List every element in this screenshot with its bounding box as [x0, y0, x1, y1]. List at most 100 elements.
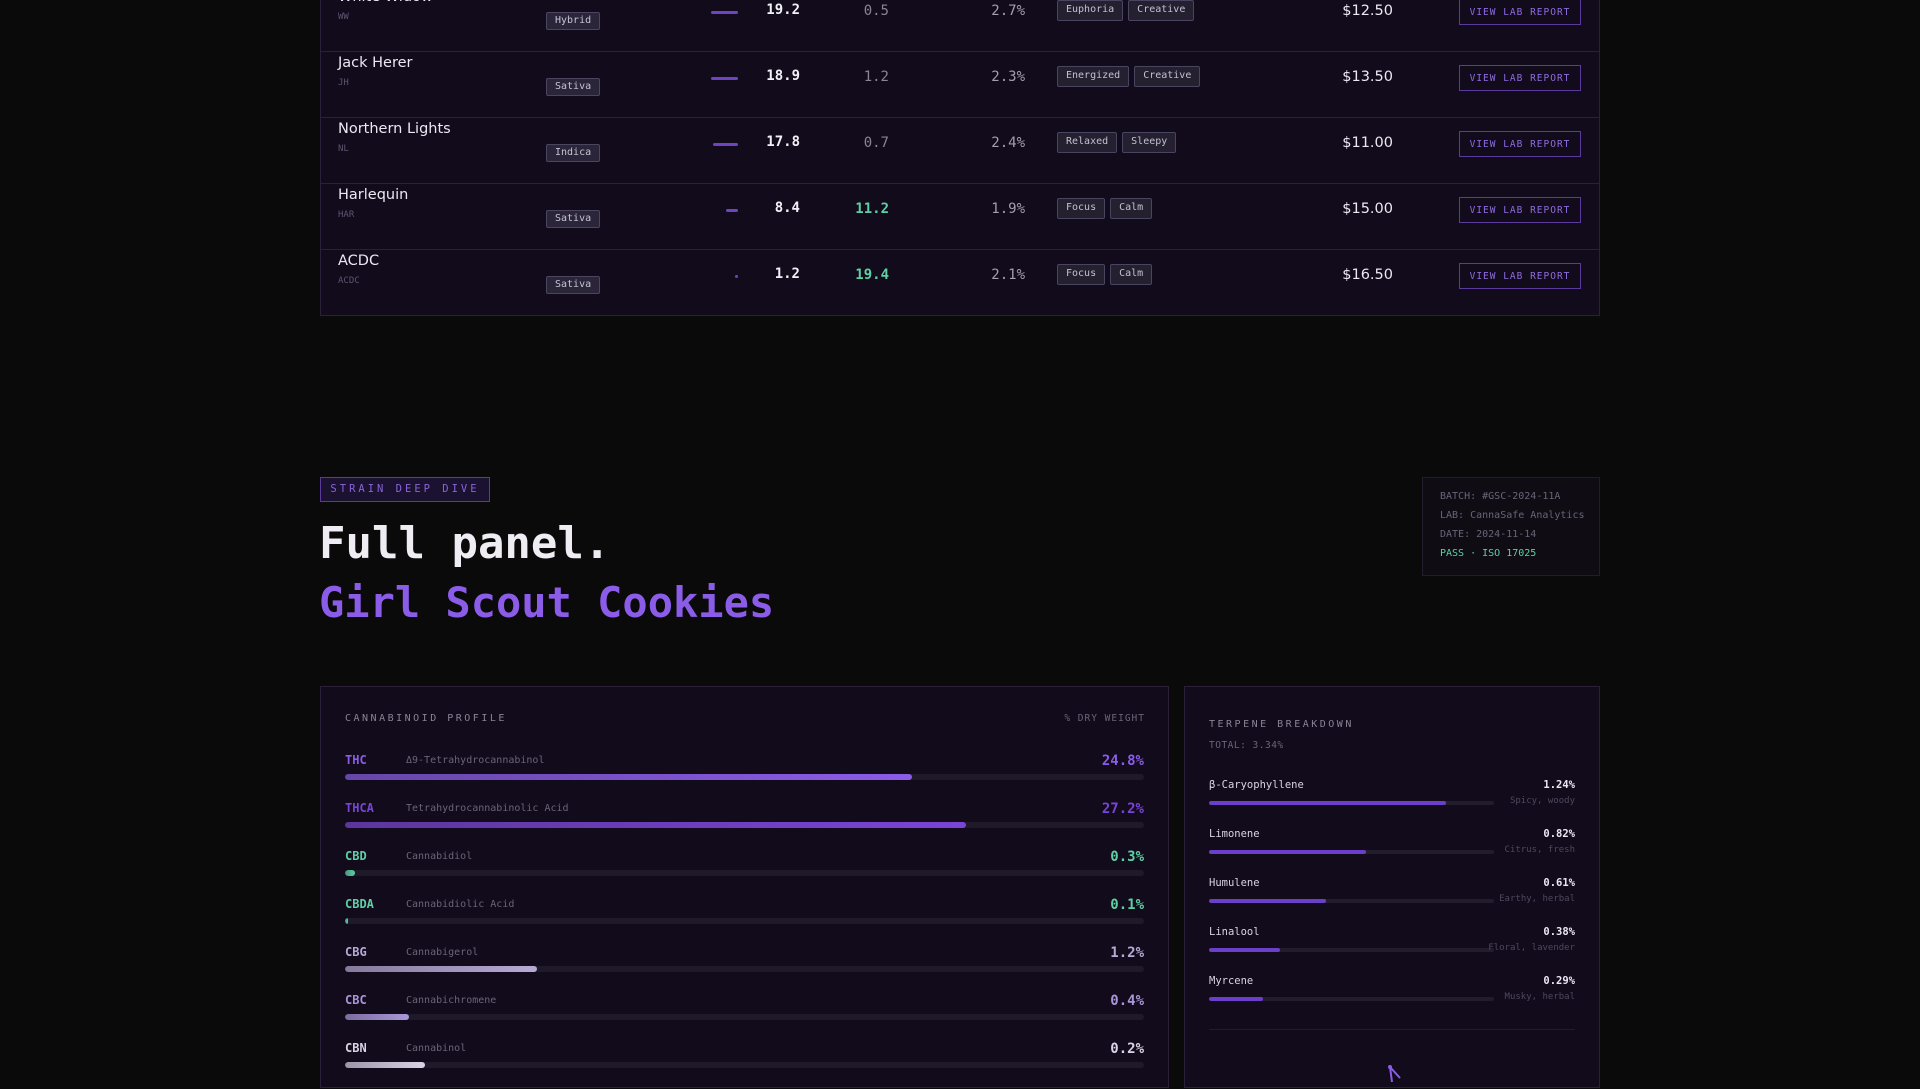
- cannabinoid-profile-panel: CANNABINOID PROFILE % DRY WEIGHT THC Δ9-…: [320, 686, 1169, 1088]
- cannabinoid-abbr: CBD: [345, 849, 367, 863]
- price: $15.00: [1342, 201, 1393, 217]
- type-badge: Sativa: [546, 78, 601, 96]
- cannabinoid-panel-title: CANNABINOID PROFILE: [345, 713, 507, 724]
- cannabinoid-abbr: THCA: [345, 801, 374, 815]
- cannabinoid-value: 0.1%: [1110, 897, 1144, 913]
- cannabinoid-bar-fill: [345, 1014, 409, 1020]
- terpene-value: 0.29%: [1543, 975, 1575, 987]
- cannabinoid-bar-track: [345, 822, 1144, 828]
- view-lab-report-button[interactable]: VIEW LAB REPORT: [1459, 65, 1581, 91]
- strain-name: ACDC: [338, 253, 380, 269]
- cannabinoid-row: CBC Cannabichromene 0.4%: [345, 993, 1144, 1041]
- table-row: ACDC ACDC Sativa 1.2 19.4 2.1% Focus Calm…: [321, 250, 1599, 315]
- terpene-row: Limonene 0.82% Citrus, fresh: [1209, 828, 1575, 876]
- terpene-value: 1.24%: [1543, 779, 1575, 791]
- terpene-aroma: Musky, herbal: [1504, 992, 1575, 1002]
- terpene-bar-track: [1209, 948, 1494, 952]
- cannabinoid-bar-fill: [345, 870, 356, 876]
- view-lab-report-button[interactable]: VIEW LAB REPORT: [1459, 0, 1581, 25]
- cannabinoid-bar-track: [345, 966, 1144, 972]
- terpene-aroma: Floral, lavender: [1488, 943, 1575, 953]
- strain-code: JH: [338, 78, 349, 88]
- lab-name: LAB: CannaSafe Analytics: [1440, 510, 1585, 521]
- thc-value: 1.2: [774, 266, 800, 282]
- terpene-value: 0.61%: [1543, 877, 1575, 889]
- terpene-name: Humulene: [1209, 877, 1260, 889]
- terpene-value: 0.82%: [1543, 828, 1575, 840]
- cannabinoid-name: Δ9-Tetrahydrocannabinol: [406, 755, 545, 766]
- cannabinoid-bar-track: [345, 1014, 1144, 1020]
- cannabinoid-bar-track: [345, 1062, 1144, 1068]
- type-badge: Hybrid: [546, 12, 601, 30]
- cannabinoid-bar-track: [345, 870, 1144, 876]
- cbd-value: 11.2: [855, 201, 889, 217]
- strain-name: Northern Lights: [338, 121, 451, 137]
- effect-tag: Sleepy: [1122, 132, 1177, 153]
- effect-tag: Focus: [1057, 264, 1106, 285]
- terpene-total: TOTAL: 3.34%: [1209, 740, 1284, 751]
- cannabinoid-value: 0.4%: [1110, 993, 1144, 1009]
- terpene-bar-fill: [1209, 801, 1446, 805]
- terpene-bar-track: [1209, 899, 1494, 903]
- cannabinoid-row: CBD Cannabidiol 0.3%: [345, 849, 1144, 897]
- effect-tag: Creative: [1128, 0, 1195, 21]
- cannabinoid-name: Cannabidiol: [406, 851, 473, 862]
- pass-status: PASS · ISO 17025: [1440, 548, 1537, 559]
- terpene-aroma: Earthy, herbal: [1499, 894, 1575, 904]
- price: $11.00: [1342, 135, 1393, 151]
- cbd-value: 0.5: [863, 3, 889, 19]
- thc-bar: [735, 275, 738, 278]
- table-row: Jack Herer JH Sativa 18.9 1.2 2.3% Energ…: [321, 52, 1599, 118]
- thc-bar: [726, 209, 738, 212]
- cannabinoid-value: 0.3%: [1110, 849, 1144, 865]
- price: $16.50: [1342, 267, 1393, 283]
- cannabinoid-row: CBG Cannabigerol 1.2%: [345, 945, 1144, 993]
- strain-name: Jack Herer: [338, 55, 413, 71]
- terpene-breakdown-panel: TERPENE BREAKDOWN TOTAL: 3.34% β-Caryoph…: [1184, 686, 1600, 1088]
- cannabinoid-bar-fill: [345, 918, 349, 924]
- price: $12.50: [1342, 3, 1393, 19]
- effect-tag: Energized: [1057, 66, 1130, 87]
- cannabinoid-value: 24.8%: [1101, 753, 1144, 769]
- terpene-value: 1.9%: [991, 201, 1025, 217]
- cannabinoid-abbr: CBDA: [345, 897, 374, 911]
- thc-value: 19.2: [766, 2, 800, 18]
- view-lab-report-button[interactable]: VIEW LAB REPORT: [1459, 197, 1581, 223]
- cannabinoid-name: Tetrahydrocannabinolic Acid: [406, 803, 569, 814]
- cannabinoid-bar-track: [345, 918, 1144, 924]
- terpene-bar-fill: [1209, 899, 1326, 903]
- terpene-bar-fill: [1209, 948, 1281, 952]
- cannabinoid-name: Cannabinol: [406, 1043, 467, 1054]
- type-badge: Sativa: [546, 210, 601, 228]
- strain-code: WW: [338, 12, 349, 22]
- cbd-value: 19.4: [855, 267, 889, 283]
- thc-value: 17.8: [766, 134, 800, 150]
- page-headline: Full panel.: [319, 518, 611, 569]
- effect-tags: Focus Calm: [1057, 264, 1153, 285]
- cannabinoid-bar-track: [345, 774, 1144, 780]
- cannabinoid-name: Cannabigerol: [406, 947, 479, 958]
- view-lab-report-button[interactable]: VIEW LAB REPORT: [1459, 263, 1581, 289]
- cannabinoid-abbr: CBG: [345, 945, 367, 959]
- cannabinoid-bar-fill: [345, 774, 913, 780]
- cbd-value: 0.7: [863, 135, 889, 151]
- terpene-bar-fill: [1209, 850, 1366, 854]
- terpene-bar-fill: [1209, 997, 1264, 1001]
- view-lab-report-button[interactable]: VIEW LAB REPORT: [1459, 131, 1581, 157]
- terpene-value: 2.4%: [991, 135, 1025, 151]
- terpene-bar-track: [1209, 997, 1494, 1001]
- cannabinoid-value: 1.2%: [1110, 945, 1144, 961]
- effect-tag: Focus: [1057, 198, 1106, 219]
- terpene-name: β-Caryophyllene: [1209, 779, 1304, 791]
- thc-bar: [711, 11, 738, 14]
- cannabinoid-abbr: THC: [345, 753, 367, 767]
- cannabinoid-row: THCA Tetrahydrocannabinolic Acid 27.2%: [345, 801, 1144, 849]
- effect-tag: Calm: [1110, 264, 1153, 285]
- radar-chart-icon: [1388, 1065, 1401, 1082]
- terpene-name: Linalool: [1209, 926, 1260, 938]
- terpene-value: 2.7%: [991, 3, 1025, 19]
- price: $13.50: [1342, 69, 1393, 85]
- cannabinoid-row: CBN Cannabinol 0.2%: [345, 1041, 1144, 1089]
- effect-tag: Euphoria: [1057, 0, 1124, 21]
- thc-bar: [713, 143, 738, 146]
